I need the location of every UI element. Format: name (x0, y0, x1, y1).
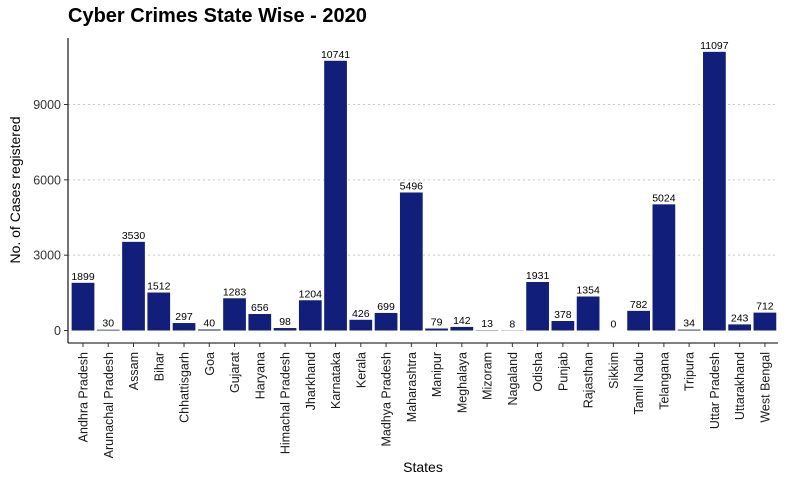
bar-value-label: 243 (731, 312, 749, 324)
bar (349, 319, 373, 331)
bar (172, 323, 196, 331)
bar-value-label: 1899 (71, 271, 95, 283)
bar (248, 314, 272, 331)
chart-title: Cyber Crimes State Wise - 2020 (68, 5, 367, 27)
x-tick-label: Himachal Pradesh (279, 352, 293, 454)
x-tick-label: West Bengal (758, 352, 772, 423)
bar-value-label: 1354 (576, 284, 600, 296)
x-tick-label: Uttarakhand (733, 352, 747, 420)
bar-value-label: 378 (554, 309, 572, 321)
x-tick-label: Punjab (556, 352, 570, 391)
bar-value-label: 11097 (700, 40, 729, 52)
x-tick-label: Goa (203, 352, 217, 376)
x-tick-label: Gujarat (228, 351, 242, 393)
x-axis-title: States (403, 459, 443, 475)
bar-value-label: 712 (756, 301, 774, 313)
bar (551, 321, 575, 331)
x-tick-label: Karnataka (329, 352, 343, 409)
bar (122, 241, 145, 331)
x-tick-label: Telangana (657, 352, 671, 410)
bar-value-label: 3530 (122, 230, 146, 242)
y-tick-label: 0 (54, 324, 61, 338)
bar-value-label: 5496 (400, 180, 424, 192)
bar (298, 300, 322, 331)
bar-value-label: 8 (509, 318, 515, 330)
bar (526, 282, 549, 331)
bar (223, 298, 246, 331)
x-tick-label: Chhattisgarh (178, 352, 192, 423)
bar-value-label: 426 (352, 308, 370, 320)
bars (71, 51, 777, 331)
bar (627, 310, 650, 331)
x-tick-label: Haryana (253, 352, 267, 399)
bar-value-label: 34 (683, 318, 695, 330)
bar-value-label: 5024 (652, 192, 676, 204)
bar-value-label: 79 (431, 317, 443, 329)
x-tick-label: Meghalaya (455, 352, 469, 413)
x-tick-label: Odisha (531, 352, 545, 392)
bar-value-label: 1283 (223, 286, 247, 298)
x-tick-label: Maharashtra (405, 352, 419, 422)
y-tick-label: 9000 (33, 98, 61, 112)
bar (273, 328, 297, 331)
x-tick-label: Sikkim (607, 352, 621, 389)
x-tick-label: Assam (127, 352, 141, 390)
bar (374, 312, 398, 331)
bar (147, 292, 171, 331)
x-tick-label: Bihar (152, 352, 166, 381)
y-tick-label: 6000 (33, 173, 61, 187)
bar (652, 204, 676, 331)
bar-value-label: 1204 (299, 288, 323, 300)
bar (753, 312, 777, 331)
bar (197, 329, 221, 331)
x-tick-label: Nagaland (506, 352, 520, 406)
y-axis-title: No. of Cases registered (7, 116, 23, 263)
bar (703, 51, 726, 331)
bar (96, 329, 120, 331)
bar-value-label: 10741 (321, 49, 350, 61)
bar-value-labels: 1899 30 3530 1512 297 40 1283 656 98 1204 10741 426… (71, 40, 773, 331)
bar-value-label: 1931 (526, 270, 550, 282)
bar (728, 324, 752, 331)
axes (67, 38, 778, 344)
x-tick-label: Manipur (430, 352, 444, 397)
bar (324, 60, 347, 331)
bar (399, 192, 423, 331)
bar-value-label: 782 (630, 299, 648, 311)
bar (576, 296, 600, 331)
bar (71, 282, 95, 331)
x-tick-label: Tamil Nadu (632, 352, 646, 415)
bar-value-label: 98 (279, 316, 291, 328)
x-tick-label: Uttar Pradesh (708, 352, 722, 429)
x-tick-label: Tripura (683, 352, 697, 391)
y-ticks: 0 3000 6000 9000 (33, 98, 68, 338)
x-tick-label: Arunachal Pradesh (102, 352, 116, 458)
y-tick-label: 3000 (33, 249, 61, 263)
bar-value-label: 30 (102, 318, 114, 330)
x-tick-label: Andhra Pradesh (77, 352, 91, 442)
bar (425, 328, 448, 331)
x-tick-label: Mizoram (481, 352, 495, 400)
x-tick-label: Madhya Pradesh (380, 352, 394, 447)
bar (450, 326, 474, 331)
bar-value-label: 1512 (147, 281, 171, 293)
bar-value-label: 0 (610, 319, 616, 331)
x-tick-label: Rajasthan (582, 352, 596, 408)
x-tick-label: Kerala (354, 352, 368, 388)
bar-value-label: 656 (251, 302, 269, 314)
bar-value-label: 13 (481, 318, 493, 330)
bar-value-label: 297 (175, 311, 193, 323)
x-tick-label: Jharkhand (304, 352, 318, 410)
bar-value-label: 142 (453, 315, 471, 327)
x-ticks: Andhra Pradesh Arunachal Pradesh Assam Biha… (77, 343, 772, 458)
bar (677, 329, 701, 331)
bar-value-label: 40 (203, 317, 215, 329)
bar-value-label: 699 (377, 301, 395, 313)
